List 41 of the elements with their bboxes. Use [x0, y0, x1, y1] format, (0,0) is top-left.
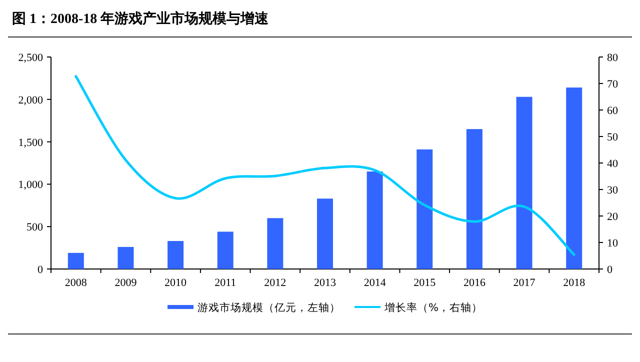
x-tick-label: 2016 — [463, 277, 486, 289]
bar — [118, 246, 134, 269]
y-tick-label: 2,000 — [18, 94, 44, 106]
bar — [317, 198, 333, 269]
legend-label: 增长率（%，右轴） — [384, 301, 482, 314]
line-series — [74, 75, 576, 256]
bar — [516, 96, 532, 269]
y2-tick-label: 10 — [607, 238, 618, 250]
y2-tick-label: 0 — [607, 264, 613, 276]
y-tick-label: 2,500 — [18, 52, 44, 64]
x-tick-label: 2011 — [214, 277, 236, 289]
y2-tick-label: 30 — [607, 184, 618, 196]
x-tick-label: 2009 — [114, 277, 138, 289]
y2-tick-label: 80 — [607, 52, 618, 64]
y-tick-label: 0 — [38, 264, 44, 276]
bar — [366, 171, 383, 269]
bar — [217, 232, 234, 269]
bar — [566, 88, 582, 269]
bar — [416, 149, 433, 269]
x-tick-label: 2018 — [563, 277, 586, 289]
bar — [68, 252, 84, 269]
y2-tick-label: 60 — [607, 105, 618, 117]
x-tick-label: 2017 — [513, 277, 536, 289]
y2-tick-label: 40 — [607, 158, 618, 170]
x-tick-label: 2008 — [64, 277, 88, 289]
legend-label: 游戏市场规模（亿元，左轴） — [198, 301, 341, 314]
x-tick-label: 2012 — [264, 277, 286, 289]
bar — [466, 129, 482, 269]
x-tick-label: 2010 — [164, 277, 188, 289]
y2-tick-label: 20 — [607, 211, 618, 223]
bar — [168, 241, 184, 269]
y2-tick-label: 50 — [607, 132, 618, 144]
x-tick-label: 2013 — [314, 277, 336, 289]
chart-title: 图 1：2008-18 年游戏产业市场规模与增速 — [12, 10, 270, 27]
y-tick-label: 1,000 — [18, 179, 44, 192]
x-tick-label: 2014 — [364, 277, 386, 289]
y-tick-label: 500 — [26, 222, 44, 234]
x-tick-label: 2015 — [414, 277, 436, 289]
bar — [267, 218, 284, 269]
y2-tick-label: 70 — [607, 78, 618, 90]
y-tick-label: 1,500 — [18, 136, 44, 149]
